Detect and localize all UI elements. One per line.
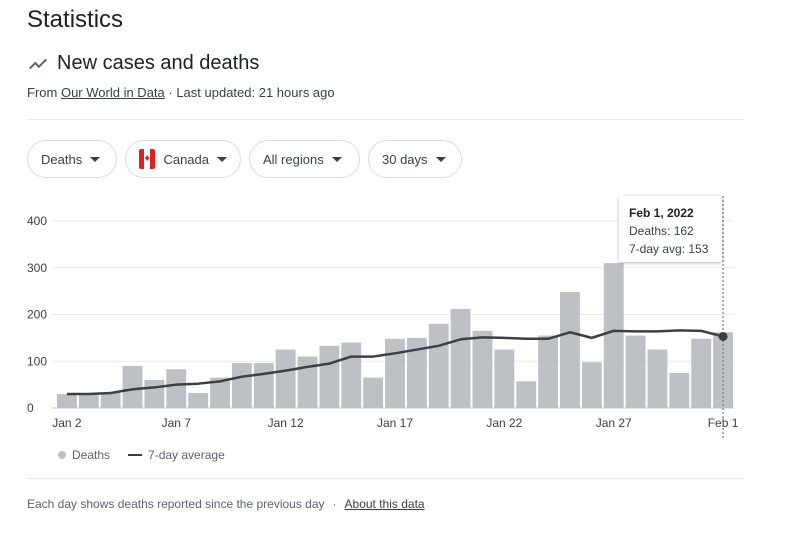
bar [297,356,318,408]
trending-up-icon [29,58,47,69]
chevron-down-icon [217,156,227,162]
last-updated: · Last updated: 21 hours ago [168,85,335,100]
legend-deaths-swatch [58,451,66,459]
range-label: 30 days [382,151,428,167]
bar [669,372,690,408]
bar [450,308,471,408]
canada-flag-icon: ♦ [139,149,156,169]
hover-point [718,331,728,341]
tooltip-deaths: Deaths: 162 [629,224,694,238]
avg-line [66,329,724,396]
deaths-chart[interactable]: 0 100 200 300 400 Jan 2 Jan 7 Jan 12 Jan 17 Jan 2… [0,190,760,440]
bar [78,393,99,408]
legend-deaths-label: Deaths [72,448,111,462]
y-tick-label: 300 [27,261,47,275]
x-tick-label: Jan 27 [596,416,632,430]
footer-separator: · [332,497,337,511]
y-tick-label: 0 [27,401,34,415]
country-label: Canada [163,151,209,167]
bar [691,338,712,408]
bar [341,342,362,408]
about-data-link[interactable]: About this data [344,497,425,511]
x-tick-label: Jan 2 [52,416,82,430]
footer: Each day shows deaths reported since the… [27,497,425,511]
bar [100,393,121,408]
bar [516,381,537,408]
bar [385,338,405,408]
chart-legend: Deaths 7-day average [58,448,225,462]
chart-tooltip: Feb 1, 2022 Deaths: 162 7-day avg: 153 [619,196,722,262]
chevron-down-icon [435,156,446,162]
bar [275,349,296,408]
bar [231,363,252,408]
divider-bottom [27,478,744,479]
x-tick-label: Feb 1 [708,416,739,430]
x-tick-label: Jan 22 [486,416,522,430]
bar [428,323,449,408]
bar [188,393,209,408]
y-tick-label: 100 [27,354,47,368]
y-tick-label: 400 [27,214,47,228]
region-dropdown[interactable]: All regions [249,140,360,178]
bar [713,332,733,408]
bar [122,365,143,408]
source-link[interactable]: Our World in Data [60,85,165,100]
bar [625,335,646,408]
bar [406,337,427,408]
bar [210,377,230,408]
range-dropdown[interactable]: 30 days [368,140,462,178]
country-dropdown[interactable]: ♦ Canada [125,140,241,178]
metric-label: Deaths [41,151,83,167]
bar [581,362,602,408]
bar [538,335,559,408]
x-tick-label: Jan 12 [268,416,304,430]
divider-top [27,119,744,120]
metric-dropdown[interactable]: Deaths [27,140,117,178]
tooltip-date: Feb 1, 2022 [629,206,694,220]
source-line: From Our World in Data · Last updated: 2… [27,85,335,100]
x-tick-label: Jan 7 [162,416,192,430]
bar [57,393,77,408]
bar [603,263,624,408]
chevron-down-icon [90,156,101,162]
legend-avg-swatch [128,454,143,456]
x-tick-label: Jan 17 [377,416,413,430]
page-title: Statistics [27,6,124,33]
footer-text: Each day shows deaths reported since the… [27,497,325,511]
region-label: All regions [263,151,324,167]
bar [166,369,187,408]
bar [472,330,493,408]
bar [494,349,515,408]
bar [144,379,165,408]
y-tick-label: 200 [27,308,47,322]
tooltip-avg: 7-day avg: 153 [629,242,709,256]
chevron-down-icon [331,156,342,162]
section-title: New cases and deaths [57,52,260,74]
section-header: New cases and deaths [27,52,259,75]
bar [560,292,580,408]
bar [253,363,274,408]
bar [319,345,340,408]
source-prefix: From [27,85,58,100]
bar [363,377,384,408]
bar [647,349,668,408]
legend-avg-label: 7-day average [148,448,225,462]
